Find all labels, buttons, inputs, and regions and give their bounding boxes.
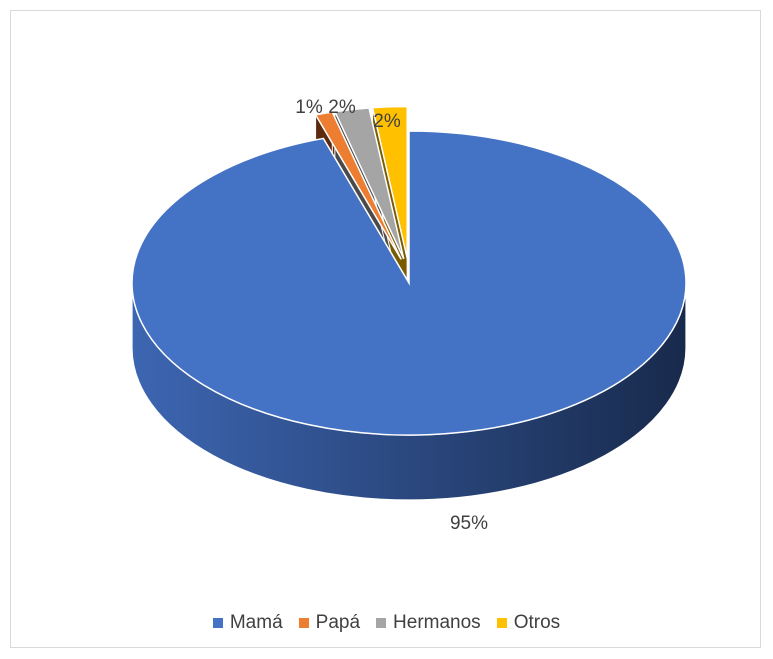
legend-item-papa: Papá [298,612,361,634]
data-label-otros: 2% [373,111,401,132]
slice-top-otros [371,105,408,259]
data-label-hermanos: 2% [328,97,356,118]
legend-item-mama: Mamá [212,612,283,634]
data-label-mama: 95% [450,513,488,534]
legend-label-mama: Mamá [229,612,283,633]
legend-label-papa: Papá [315,612,361,633]
legend-swatch-mama [212,618,223,628]
legend-label-hermanos: Hermanos [393,612,481,633]
legend-label-otros: Otros [513,612,561,633]
data-label-papa: 1% [295,97,323,118]
slice-top-hermanos [333,107,405,260]
chart-legend: Mamá Papá Hermanos Otros [0,612,773,634]
legend-item-otros: Otros [496,612,561,634]
legend-item-hermanos: Hermanos [376,612,481,634]
slice-top-mama [131,130,687,436]
legend-swatch-papa [298,618,309,628]
legend-swatch-otros [496,618,507,628]
slice-top-papa [314,111,402,260]
legend-swatch-hermanos [376,618,387,628]
